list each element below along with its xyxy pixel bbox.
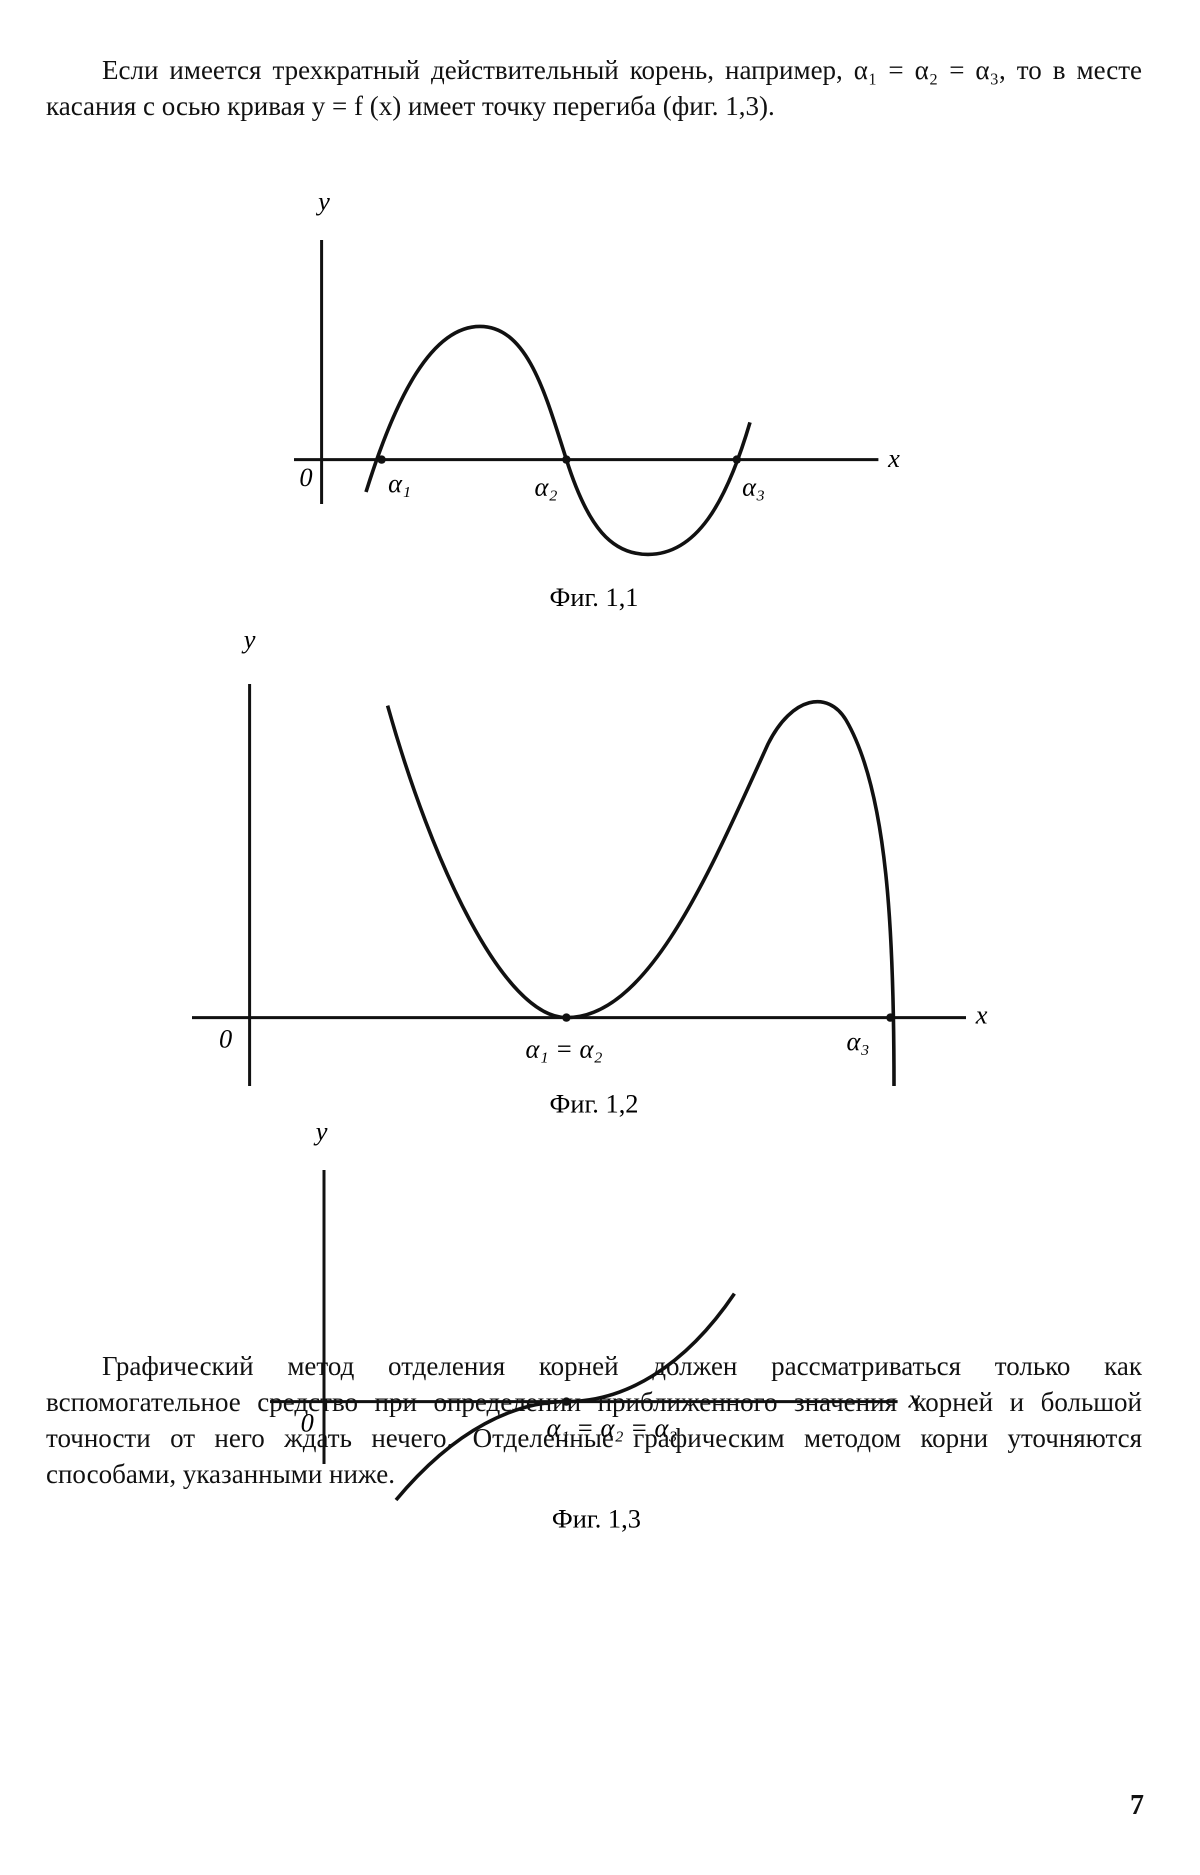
root-dot [886, 1013, 895, 1022]
curve [364, 324, 752, 557]
origin-label: 0 [299, 462, 312, 492]
origin-label: 0 [219, 1024, 232, 1054]
caption: Фиг. 1,3 [552, 1504, 641, 1534]
caption: Фиг. 1,1 [549, 582, 638, 612]
origin-label: 0 [301, 1408, 314, 1438]
x-label: x [908, 1384, 921, 1414]
root-dot [562, 455, 571, 464]
figure: y x 0 α₁ = α₂ α₃ Фиг. 1,2 [192, 624, 988, 1118]
x-label: x [975, 1000, 988, 1030]
figure: y x 0 α₁ = α₂ = α₃ Фиг. 1,3 [270, 1116, 921, 1534]
root-dot [562, 1397, 571, 1406]
page-number: 7 [1130, 1790, 1144, 1821]
y-label: y [241, 624, 256, 654]
x-label: x [887, 443, 900, 473]
root-label: α₁ = α₂ = α₃ [546, 1412, 677, 1442]
root-label: α₁ [388, 468, 411, 498]
y-label: y [313, 1116, 328, 1146]
y-label: y [315, 186, 330, 216]
figure: y x 0 α₁ α₂ α₃ Фиг. 1,1 [294, 186, 900, 612]
caption: Фиг. 1,2 [549, 1088, 638, 1118]
root-label: α₂ [534, 472, 557, 502]
root-label: α₃ [742, 472, 765, 502]
paragraph: Графический метод отделения корней долже… [46, 1351, 1142, 1489]
root-dot [377, 455, 386, 464]
paragraph: Если имеется трехкратный действительный … [46, 55, 1142, 121]
curve [385, 699, 896, 1087]
root-dot [562, 1013, 571, 1022]
root-label: α₃ [846, 1026, 869, 1056]
root-dot [732, 455, 741, 464]
root-label: α₁ = α₂ [525, 1033, 602, 1063]
